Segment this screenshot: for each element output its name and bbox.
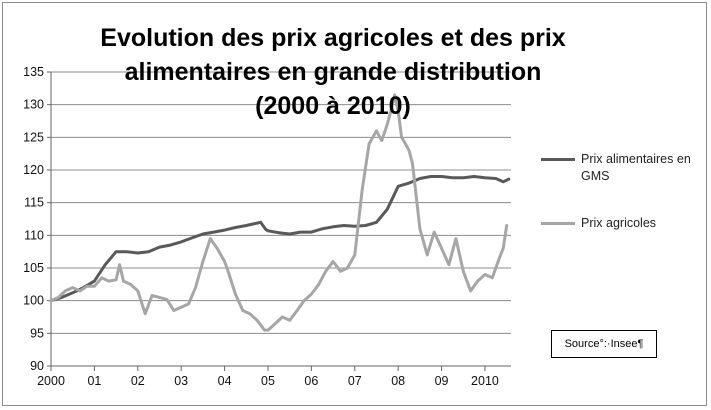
y-tick-label: 130 [23,98,44,112]
x-tick-label: 09 [435,374,449,388]
x-tick-label: 08 [391,374,405,388]
x-tick-label: 02 [131,374,145,388]
y-tick-label: 90 [30,359,44,373]
y-tick-label: 125 [23,130,44,144]
chart-title-line-3: (2000 à 2010) [255,92,411,120]
line-chart: 90 95 100 105 110 115 120 125 130 135 2000 01 02 03 0… [23,65,511,388]
chart-frame: 90 95 100 105 110 115 120 125 130 135 2000 01 02 03 0… [2,2,707,406]
legend-label-gms: Prix alimentaires en GMS [581,152,691,183]
y-tick-label: 105 [23,261,44,275]
x-tick-label: 07 [348,374,362,388]
x-tick-label: 2000 [37,374,65,388]
x-tick-label: 05 [261,374,275,388]
y-tick-label: 135 [23,65,44,79]
chart-title-line-1: Evolution des prix agricoles et des prix [100,24,566,52]
x-tick-label: 06 [304,374,318,388]
x-tick-label: 2010 [471,374,499,388]
y-tick-label: 95 [30,326,44,340]
y-tick-label: 100 [23,294,44,308]
y-tick-label: 115 [24,196,44,210]
series-line-prix-agricoles [49,93,509,332]
x-tick-label: 03 [174,374,188,388]
series-line-prix-alimentaires [49,175,511,303]
chart-title-line-2: alimentaires en grande distribution [124,58,542,86]
y-tick-label: 120 [23,163,44,177]
chart-title: Evolution des prix agricoles et des prix… [63,21,603,123]
legend-label-agricoles: Prix agricoles [581,216,657,230]
x-tick-label: 01 [87,374,101,388]
legend-swatch-gms [541,158,575,161]
source-note: Source°:·Insee¶ [551,330,657,358]
legend-swatch-agricoles [541,222,575,225]
x-tick-label: 04 [218,374,232,388]
y-tick-label: 110 [24,228,44,242]
